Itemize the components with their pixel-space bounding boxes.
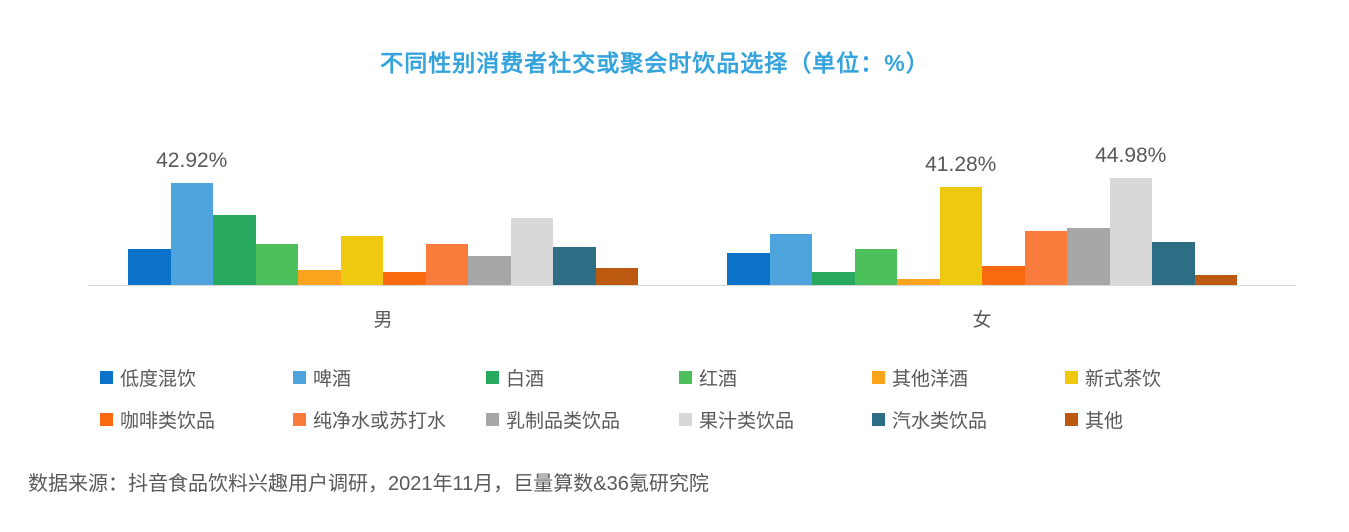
- legend-swatch-icon: [679, 412, 692, 426]
- bar-男-汽水类饮品: [553, 246, 596, 285]
- legend-item-红酒: 红酒: [679, 356, 872, 398]
- source-note: 数据来源：抖音食品饮料兴趣用户调研，2021年11月，巨量算数&36氪研究院: [28, 473, 709, 495]
- legend: 低度混饮 啤酒 白酒 红酒 其他洋酒 新式茶饮咖啡类饮品 纯净水或苏打水 乳制品类饮品 果汁类饮…: [100, 356, 1280, 440]
- legend-item-乳制品类饮品: 乳制品类饮品: [486, 398, 679, 440]
- legend-label: 白酒: [506, 368, 545, 390]
- legend-swatch-icon: [1065, 370, 1078, 384]
- bar-女-纯净水或苏打水: [1024, 231, 1067, 285]
- legend-swatch-icon: [486, 370, 499, 384]
- bar-女-新式茶饮: [939, 187, 982, 285]
- bar-男-白酒: [213, 215, 256, 285]
- x-axis-label-male: 男: [373, 310, 393, 331]
- legend-item-白酒: 白酒: [486, 356, 679, 398]
- legend-item-啤酒: 啤酒: [293, 356, 486, 398]
- bar-女-咖啡类饮品: [982, 265, 1025, 285]
- legend-item-果汁类饮品: 果汁类饮品: [679, 398, 872, 440]
- chart-title: 不同性别消费者社交或聚会时饮品选择（单位：%）: [380, 50, 930, 76]
- bar-男-新式茶饮: [340, 235, 383, 285]
- legend-label: 其他: [1085, 410, 1124, 432]
- legend-label: 啤酒: [313, 368, 352, 390]
- bar-女-白酒: [812, 272, 855, 285]
- legend-item-新式茶饮: 新式茶饮: [1065, 356, 1258, 398]
- data-label-44.98%: 44.98%: [1095, 144, 1167, 168]
- legend-swatch-icon: [100, 370, 113, 384]
- legend-swatch-icon: [486, 412, 499, 426]
- legend-label: 果汁类饮品: [699, 410, 795, 432]
- bar-男-咖啡类饮品: [383, 271, 426, 285]
- bar-男-红酒: [255, 244, 298, 285]
- bar-女-果汁类饮品: [1109, 178, 1152, 285]
- legend-swatch-icon: [872, 412, 885, 426]
- bar-女-红酒: [854, 249, 897, 285]
- bar-女-其他洋酒: [897, 278, 940, 285]
- legend-swatch-icon: [100, 412, 113, 426]
- legend-label: 其他洋酒: [892, 368, 969, 390]
- bar-女-啤酒: [769, 234, 812, 285]
- legend-item-低度混饮: 低度混饮: [100, 356, 293, 398]
- legend-label: 纯净水或苏打水: [313, 410, 447, 432]
- bar-男-其他洋酒: [298, 270, 341, 285]
- bar-女-低度混饮: [727, 253, 770, 285]
- legend-swatch-icon: [679, 370, 692, 384]
- legend-swatch-icon: [293, 370, 306, 384]
- bar-男-纯净水或苏打水: [425, 244, 468, 285]
- legend-item-咖啡类饮品: 咖啡类饮品: [100, 398, 293, 440]
- bar-男-其他: [595, 267, 638, 285]
- legend-label: 咖啡类饮品: [120, 410, 216, 432]
- legend-swatch-icon: [1065, 412, 1078, 426]
- legend-swatch-icon: [872, 370, 885, 384]
- x-axis-line: [88, 285, 1296, 286]
- legend-label: 乳制品类饮品: [506, 410, 621, 432]
- legend-item-纯净水或苏打水: 纯净水或苏打水: [293, 398, 486, 440]
- bar-男-果汁类饮品: [510, 218, 553, 285]
- data-label-41.28%: 41.28%: [925, 153, 997, 177]
- legend-swatch-icon: [293, 412, 306, 426]
- legend-label: 新式茶饮: [1085, 368, 1162, 390]
- bar-女-其他: [1194, 275, 1237, 285]
- bar-group-male: [128, 0, 638, 285]
- bar-女-乳制品类饮品: [1067, 227, 1110, 285]
- bar-男-啤酒: [170, 183, 213, 285]
- bar-男-低度混饮: [128, 249, 171, 285]
- data-label-42.92%: 42.92%: [156, 149, 228, 173]
- legend-item-其他: 其他: [1065, 398, 1258, 440]
- bar-女-汽水类饮品: [1152, 241, 1195, 285]
- legend-label: 低度混饮: [120, 368, 197, 390]
- bar-男-乳制品类饮品: [468, 256, 511, 285]
- legend-item-汽水类饮品: 汽水类饮品: [872, 398, 1065, 440]
- legend-label: 红酒: [699, 368, 738, 390]
- legend-item-其他洋酒: 其他洋酒: [872, 356, 1065, 398]
- x-axis-label-female: 女: [972, 310, 992, 331]
- bar-group-female: [727, 0, 1237, 285]
- legend-label: 汽水类饮品: [892, 410, 988, 432]
